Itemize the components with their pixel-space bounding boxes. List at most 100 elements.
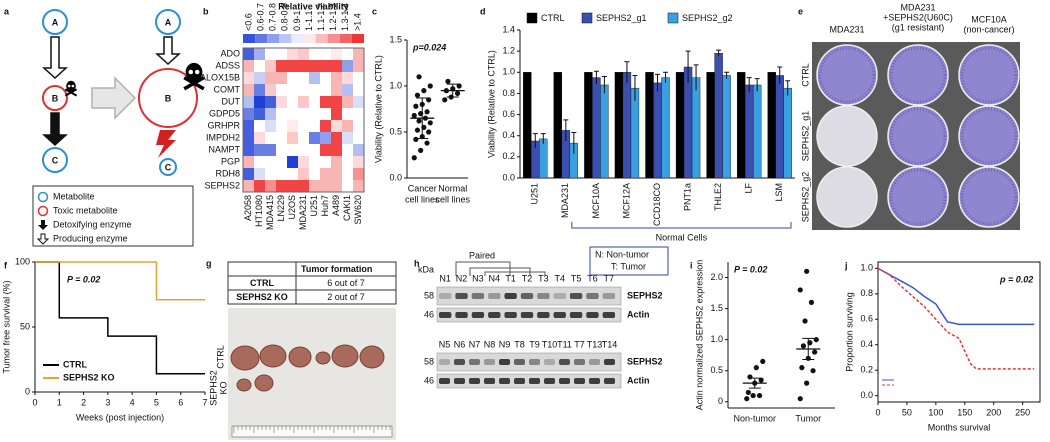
colony-texture (889, 46, 947, 104)
bar (653, 82, 662, 179)
y-tick-label: 2.0 (710, 272, 723, 282)
node-label: C (165, 162, 172, 172)
data-point (424, 140, 430, 146)
skull-head (66, 80, 76, 92)
heat-cell (309, 72, 320, 84)
annotation: p = 0.02 (999, 274, 1033, 284)
error-bar (540, 133, 546, 145)
data-point (456, 83, 462, 89)
colorbar-cell (291, 34, 304, 43)
bar (523, 72, 532, 179)
heat-cell (265, 156, 276, 168)
data-point (750, 392, 756, 399)
error-bar (802, 337, 815, 361)
enzyme-arrow (42, 36, 68, 80)
row-label: ADSS (215, 60, 240, 70)
data-point (812, 349, 818, 355)
heat-cell (320, 144, 331, 156)
data-point (800, 343, 807, 349)
lane-label: T6 (587, 273, 598, 283)
culture-well (887, 105, 949, 167)
node-label: C (52, 155, 59, 165)
panel-label: a (4, 6, 10, 16)
heat-cell (309, 156, 320, 168)
data-point (454, 90, 461, 96)
heat-cell (298, 180, 309, 192)
culture-well (816, 166, 878, 228)
column-label: MDA231 (298, 195, 308, 230)
colorbar-cell (327, 34, 340, 43)
row-label: NAMPT (209, 144, 241, 154)
heat-cell (243, 108, 254, 120)
column-label: U2OS (287, 195, 297, 220)
culture-well (958, 44, 1020, 106)
band (484, 378, 495, 384)
data-point (747, 374, 753, 380)
column-label: CAKI1 (342, 195, 352, 221)
heat-cell (243, 144, 254, 156)
heat-cell (320, 60, 331, 72)
table-cell: 2 out of 7 (327, 292, 365, 302)
error-bar (746, 77, 752, 93)
legend-icon (37, 205, 49, 217)
heat-cell (243, 72, 254, 84)
row-label: ADO (220, 48, 240, 58)
y-tick-label: 50 (20, 321, 30, 331)
heat-cell (320, 168, 331, 180)
tumor (359, 345, 385, 369)
heat-cell (298, 60, 309, 72)
heat-cell (298, 84, 309, 96)
data-point (411, 112, 417, 119)
skull-bone (64, 88, 78, 97)
heat-cell (243, 84, 254, 96)
heat-cell (309, 120, 320, 132)
lane-label: N9 (499, 339, 511, 349)
heat-cell (331, 144, 342, 156)
bar (661, 77, 670, 179)
tumor (254, 374, 274, 392)
data-point (427, 120, 433, 126)
data-point (813, 337, 819, 343)
colony-texture (960, 168, 1018, 226)
heat-cell (320, 108, 331, 120)
blot-label: Actin (627, 375, 650, 385)
y-axis-label: Proportion surviving (844, 292, 854, 372)
x-tick-label: PNT1a (682, 183, 692, 211)
metabolite-node (42, 9, 68, 35)
row-label: DUT (222, 96, 241, 106)
y-tick-label: 1.0 (389, 80, 402, 90)
row-label: GRHPR (207, 120, 240, 130)
row-label: SEPHS2_g2 (800, 172, 810, 223)
legend-box (32, 185, 194, 247)
panel-label: h (414, 258, 420, 268)
y-tick-label: 0.4 (502, 130, 515, 140)
bar (752, 84, 762, 179)
legend-label: SEPHS2_g1 (596, 13, 647, 23)
y-tick-label: 0.0 (860, 390, 873, 400)
heat-cell (309, 132, 320, 144)
heat-cell (353, 60, 364, 72)
panel-label: j (844, 260, 848, 270)
legend-icon (38, 220, 48, 230)
band (469, 359, 480, 365)
heat-cell (309, 168, 320, 180)
colony-texture (818, 46, 876, 104)
lane-label: T7 (604, 273, 615, 283)
x-tick-label: cell lines (435, 194, 470, 204)
x-tick-label: Normal (438, 183, 467, 193)
error-bar (777, 66, 783, 84)
colorbar-cell (315, 34, 328, 43)
series-line (35, 261, 205, 301)
heat-cell (353, 72, 364, 84)
heat-cell (254, 96, 265, 108)
y-tick-label: 0.5 (710, 365, 723, 375)
legend-label: T: Tumor (611, 261, 646, 271)
bar (767, 72, 776, 179)
band (471, 293, 485, 299)
data-point (416, 118, 422, 124)
lane-label: N5 (439, 339, 451, 349)
lane-label: T8 (514, 339, 525, 349)
error-bar (563, 119, 569, 141)
group-label: Normal Cells (656, 232, 708, 242)
band (514, 359, 525, 365)
